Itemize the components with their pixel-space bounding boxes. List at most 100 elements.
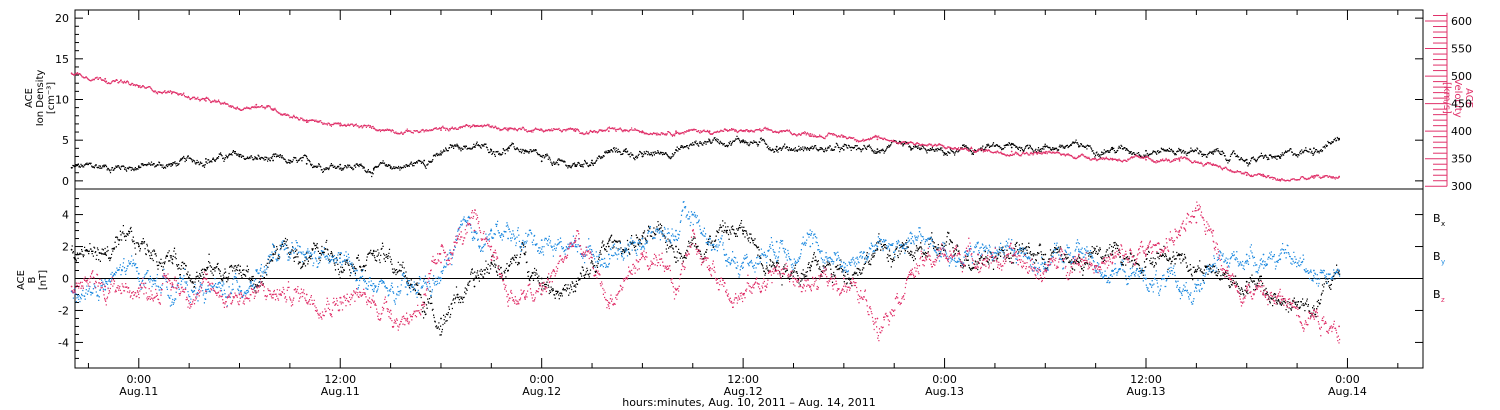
by-series-point — [339, 261, 342, 264]
velocity-series-point — [842, 135, 845, 138]
by-series-point — [775, 240, 778, 243]
by-series-point — [1111, 269, 1114, 272]
by-series-point — [675, 229, 677, 232]
density-series-point — [205, 158, 207, 160]
velocity-series-point — [641, 130, 644, 133]
bx-series-point — [574, 290, 577, 293]
by-series-point — [1279, 258, 1282, 261]
velocity-series-point — [1145, 158, 1147, 161]
bz-series-point — [876, 317, 879, 320]
density-series-point — [1078, 145, 1080, 148]
density-series-point — [607, 151, 610, 154]
x-date-label: Aug.12 — [724, 385, 763, 398]
by-series-point — [540, 239, 543, 242]
bz-series-point — [70, 285, 73, 288]
bz-series-point — [440, 261, 442, 264]
bz-series-point — [742, 293, 744, 296]
velocity-series-point — [708, 130, 711, 133]
density-series-point — [1111, 148, 1114, 151]
velocity-series-point — [1262, 175, 1265, 178]
velocity-series-point — [473, 124, 476, 127]
by-series-dots — [71, 200, 1341, 307]
bz-series-point — [1111, 261, 1114, 264]
density-series-point — [238, 155, 241, 158]
by-series-point — [305, 258, 308, 261]
legend-subscript: x — [1441, 220, 1445, 228]
x-date-label: Aug.11 — [119, 385, 158, 398]
bz-series-point — [1212, 229, 1215, 232]
bz-series-point — [977, 253, 979, 256]
by-series-point — [809, 245, 812, 248]
bx-series-point — [372, 250, 375, 253]
legend-label: B — [1433, 250, 1441, 263]
velocity-series-point — [1078, 155, 1080, 157]
density-series-point — [440, 153, 442, 156]
velocity-series-point — [272, 108, 274, 110]
bottom-panel-ticks: -4 -2 0 2 4 — [58, 198, 1423, 359]
by-series-point — [1145, 277, 1147, 280]
bz-series-point — [607, 301, 610, 304]
velocity-series-point — [540, 128, 543, 131]
by-series-point — [910, 242, 912, 245]
density-series-point — [574, 165, 577, 168]
density-axis-title-1: ACE — [24, 88, 35, 108]
bz-series-point — [339, 296, 342, 299]
velocity-series-point — [1044, 152, 1047, 155]
x-time-label: 12:00 — [324, 373, 356, 386]
by-series-point — [1245, 253, 1248, 256]
velocity-series-point — [1010, 150, 1013, 153]
bz-series-point — [423, 293, 426, 296]
bx-series-point — [456, 293, 459, 296]
x-date-label: Aug.14 — [1328, 385, 1367, 398]
bz-series-point — [372, 301, 375, 304]
velocity-series-point — [1178, 160, 1181, 162]
bx-series-point — [406, 277, 409, 280]
by-series-point — [507, 237, 509, 240]
velocity-series-point — [1313, 177, 1315, 179]
density-series-point — [675, 149, 677, 151]
density-series-point — [490, 149, 493, 151]
velocity-series-point — [406, 130, 409, 133]
velocity-series-point — [507, 127, 509, 130]
bx-series-point — [490, 261, 493, 264]
bx-series-point — [1044, 253, 1047, 256]
bz-series-point — [708, 269, 711, 272]
by-series-point — [1078, 250, 1080, 253]
density-axis-title-2: Ion Density — [35, 70, 46, 127]
by-series-point — [1010, 248, 1013, 251]
velocity-series-point — [977, 149, 979, 152]
by-series-point — [104, 288, 107, 291]
density-series-point — [1279, 157, 1282, 160]
bz-series-point — [490, 245, 493, 248]
density-series-point — [372, 167, 375, 170]
legend-subscript: y — [1441, 258, 1445, 266]
density-series-point — [842, 149, 845, 151]
bx-series-point — [440, 317, 442, 320]
density-series-point — [624, 150, 627, 153]
bz-series-point — [1078, 253, 1080, 256]
by-series — [70, 200, 1341, 307]
velocity-series-point — [607, 130, 610, 133]
density-series-point — [943, 152, 946, 155]
velocity-series-point — [809, 133, 812, 135]
by-series-point — [372, 290, 375, 293]
velocity-series-point — [171, 91, 174, 94]
bx-series-point — [238, 269, 241, 272]
b-axis-title-3: [nT] — [38, 270, 49, 290]
bz-series-point — [1010, 261, 1013, 264]
bz-series-point — [473, 229, 476, 232]
density-series-point — [1313, 147, 1315, 150]
density-series-point — [557, 163, 560, 166]
bx-series-point — [725, 229, 728, 232]
density-series-point — [910, 149, 912, 151]
bz-series-point — [238, 293, 241, 296]
density-series-dots — [71, 135, 1340, 178]
top-panel-ticks: 0 5 10 15 20 300 350 400 450 500 550 600 — [55, 9, 1472, 193]
density-tick-label: 0 — [62, 175, 69, 188]
b-tick-label: 4 — [62, 209, 69, 222]
density-series-point — [137, 165, 140, 168]
bx-series-point — [1078, 261, 1080, 264]
bz-series-point — [1279, 301, 1282, 304]
density-series-point — [742, 139, 744, 142]
